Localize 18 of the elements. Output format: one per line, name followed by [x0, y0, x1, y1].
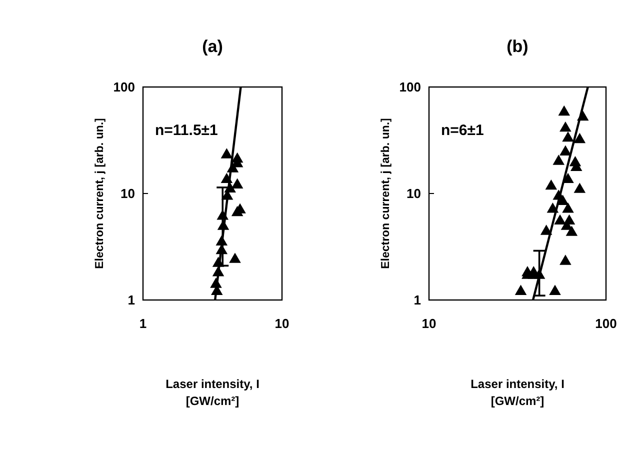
y-axis-title: Electron current, j [arb. un.] — [94, 118, 106, 269]
annotation: n=6±1 — [441, 122, 484, 139]
annotation: n=11.5±1 — [155, 122, 218, 139]
y-tick-label: 1 — [414, 292, 421, 308]
x-axis-title: Laser intensity, I [GW/cm²] — [166, 377, 260, 408]
x-tick-label: 1 — [139, 316, 147, 331]
x-tick-label: 10 — [422, 316, 436, 331]
y-axis-title: Electron current, j [arb. un.] — [380, 118, 392, 269]
y-tick-label: 10 — [406, 186, 421, 202]
x-tick-label: 10 — [274, 316, 290, 331]
y-tick-label: 1 — [128, 292, 135, 308]
chart-title: (b) — [506, 37, 528, 56]
x-axis-title: Laser intensity, I [GW/cm²] — [470, 377, 564, 408]
x-tick-label: 100 — [595, 316, 617, 331]
chart-title: (a) — [202, 37, 223, 56]
y-tick-label: 10 — [120, 186, 135, 202]
y-tick-label: 100 — [113, 80, 135, 95]
y-tick-label: 100 — [399, 80, 421, 95]
